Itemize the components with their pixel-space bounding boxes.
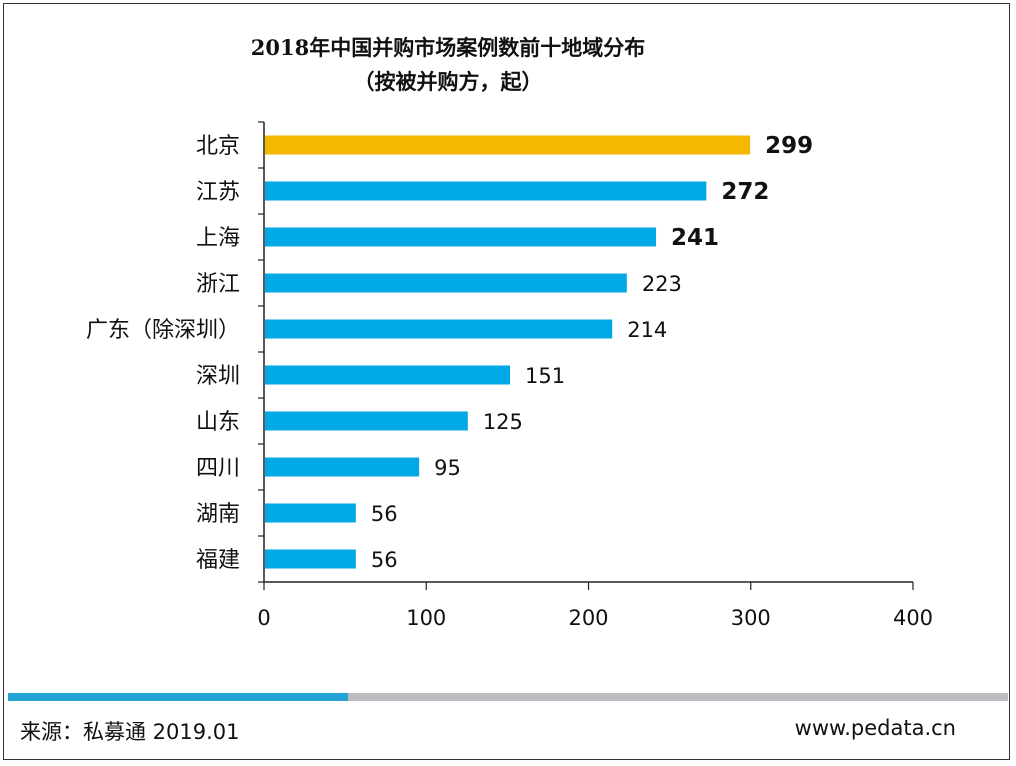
- category-label-0: 北京: [196, 134, 240, 159]
- bar-5: [265, 365, 510, 385]
- bar-2: [265, 227, 657, 247]
- progress-track: [8, 693, 1008, 701]
- value-label-6: 125: [483, 410, 523, 434]
- bar-1: [265, 181, 707, 201]
- category-label-8: 湖南: [196, 502, 240, 527]
- x-tick-label-4: 400: [893, 606, 933, 630]
- source-note: 来源：私募通 2019.01: [20, 720, 240, 744]
- progress-fill: [8, 693, 348, 701]
- value-label-0: 299: [765, 133, 813, 159]
- category-label-7: 四川: [196, 456, 240, 481]
- value-label-2: 241: [671, 225, 719, 251]
- website-link[interactable]: www.pedata.cn: [794, 716, 956, 740]
- category-label-9: 福建: [196, 548, 240, 573]
- category-label-3: 浙江: [196, 272, 240, 297]
- category-label-6: 山东: [196, 410, 240, 435]
- value-label-1: 272: [721, 179, 769, 205]
- chart-subtitle: （按被并购方，起）: [354, 69, 543, 94]
- x-tick-label-0: 0: [257, 606, 270, 630]
- bar-7: [265, 457, 420, 477]
- x-tick-label-3: 300: [731, 606, 771, 630]
- bar-8: [265, 503, 356, 523]
- x-tick-label-1: 100: [406, 606, 446, 630]
- bar-0: [265, 135, 751, 155]
- chart-title: 2018年中国并购市场案例数前十地域分布: [251, 35, 645, 60]
- category-label-4: 广东（除深圳）: [86, 318, 240, 343]
- bar-9: [265, 549, 356, 569]
- value-label-5: 151: [525, 364, 565, 388]
- value-label-8: 56: [371, 502, 398, 526]
- x-tick-label-2: 200: [568, 606, 608, 630]
- category-label-1: 江苏: [196, 180, 240, 205]
- bar-3: [265, 273, 627, 293]
- value-label-7: 95: [434, 456, 461, 480]
- value-label-3: 223: [642, 272, 682, 296]
- category-label-5: 深圳: [196, 364, 240, 389]
- bar-6: [265, 411, 468, 431]
- bar-4: [265, 319, 613, 339]
- category-label-2: 上海: [196, 226, 240, 251]
- value-label-4: 214: [627, 318, 667, 342]
- value-label-9: 56: [371, 548, 398, 572]
